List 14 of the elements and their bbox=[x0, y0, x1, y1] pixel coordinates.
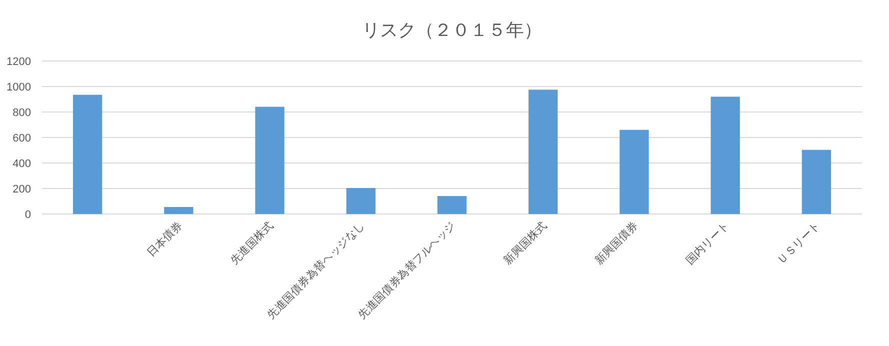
y-tick-label: 800 bbox=[12, 107, 31, 119]
y-tick-label: 0 bbox=[24, 209, 31, 221]
x-tick-label: 日本債券 bbox=[144, 218, 185, 260]
y-tick-label: 400 bbox=[12, 158, 31, 170]
x-tick-label: 新興国債券 bbox=[592, 218, 640, 268]
x-tick-label: 新興国株式 bbox=[501, 218, 550, 268]
y-tick-label: 1000 bbox=[6, 82, 31, 94]
x-tick-label: ＵＳリート bbox=[775, 220, 823, 268]
chart-title: リスク（２０１５年） bbox=[362, 20, 542, 40]
x-tick-label: 先進国株式 bbox=[228, 218, 276, 268]
y-tick-label: 1200 bbox=[6, 56, 31, 68]
y-tick-label: 600 bbox=[12, 132, 31, 144]
y-tick-label: 200 bbox=[12, 184, 31, 196]
x-tick-label: 国内リート bbox=[683, 218, 732, 268]
